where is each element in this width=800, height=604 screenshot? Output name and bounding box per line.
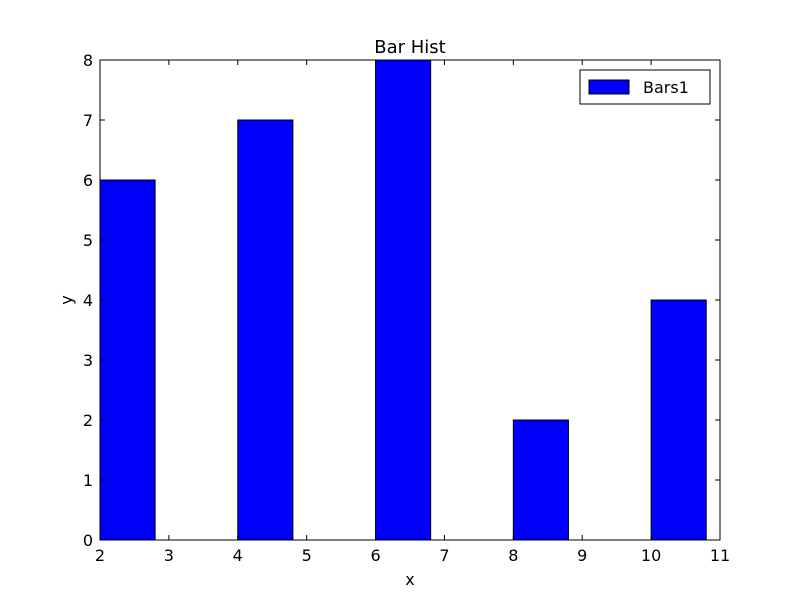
chart-title: Bar Hist — [374, 37, 445, 58]
y-tick-label: 3 — [83, 351, 93, 370]
y-tick-label: 1 — [83, 471, 93, 490]
y-tick-label: 4 — [83, 291, 93, 310]
legend-swatch — [588, 79, 630, 95]
bar-2 — [99, 179, 156, 541]
bar-10 — [650, 299, 707, 541]
x-tick-label: 11 — [710, 546, 730, 565]
legend: Bars1 — [579, 69, 711, 105]
bars-group — [99, 59, 707, 541]
x-tick-label: 8 — [508, 546, 518, 565]
bar-6 — [375, 59, 432, 541]
bar-4 — [237, 119, 294, 541]
ticks-group: 2 3 4 5 6 7 8 9 10 11 0 1 2 3 4 5 6 7 8 — [83, 51, 730, 565]
y-tick-label: 7 — [83, 111, 93, 130]
y-tick-label: 8 — [83, 51, 93, 70]
x-tick-label: 10 — [641, 546, 661, 565]
x-tick-label: 9 — [577, 546, 587, 565]
x-tick-label: 5 — [302, 546, 312, 565]
axes-frame — [99, 59, 721, 541]
y-axis-label: y — [57, 295, 76, 304]
y-tick-label: 0 — [83, 531, 93, 550]
x-tick-label: 7 — [439, 546, 449, 565]
x-axis-label: x — [405, 570, 414, 589]
x-tick-label: 4 — [233, 546, 243, 565]
x-tick-label: 2 — [95, 546, 105, 565]
y-tick-label: 6 — [83, 171, 93, 190]
x-tick-label: 6 — [370, 546, 380, 565]
x-tick-label: 3 — [164, 546, 174, 565]
y-tick-label: 2 — [83, 411, 93, 430]
legend-label: Bars1 — [643, 78, 689, 97]
y-tick-label: 5 — [83, 231, 93, 250]
bar-8 — [512, 419, 569, 541]
